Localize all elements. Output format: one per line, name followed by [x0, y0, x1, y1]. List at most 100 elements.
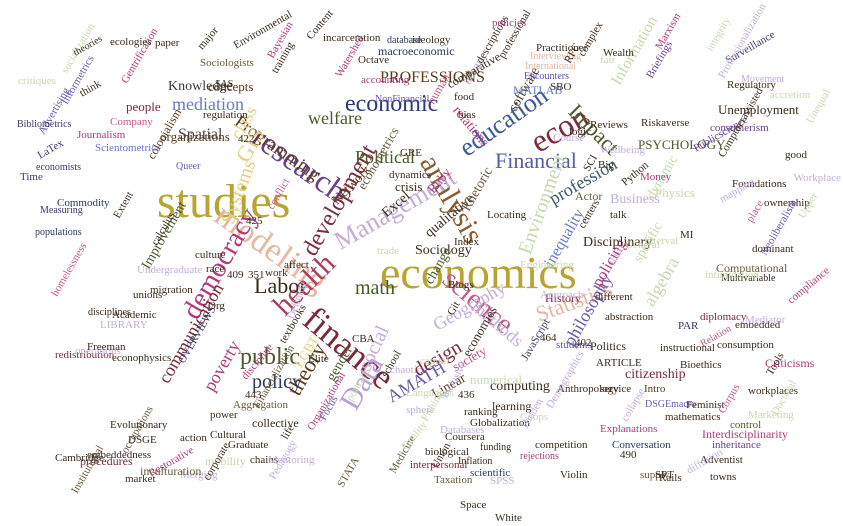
word-117: Intro: [644, 383, 666, 395]
word-134: supply: [640, 469, 670, 481]
word-302: 490: [620, 449, 637, 461]
word-217: Briefings: [644, 39, 676, 81]
word-95: good: [785, 149, 807, 161]
word-299: 422: [238, 133, 255, 145]
word-286: different: [595, 291, 633, 303]
word-120: Coursera: [445, 431, 485, 443]
word-174: Freeman: [87, 341, 126, 353]
word-113: Criticisms: [765, 356, 815, 370]
word-256: ranking: [464, 406, 498, 418]
word-189: Scientometrics: [95, 142, 161, 154]
word-179: unions: [133, 289, 163, 301]
word-247: Locating: [487, 209, 527, 221]
word-283: integrity: [704, 15, 734, 54]
word-144: interpersonal: [410, 459, 468, 471]
word-57: Business: [610, 192, 660, 207]
word-132: Rails: [659, 472, 682, 484]
word-209: ideology: [412, 34, 451, 46]
word-208: incarceration: [323, 32, 381, 44]
word-87: PSYCHOLOGY: [638, 137, 726, 152]
word-14: economic: [345, 91, 439, 117]
word-212: policies: [492, 17, 527, 29]
word-68: crisis: [395, 179, 423, 194]
word-205: accounting: [361, 74, 410, 86]
word-285: intimidation: [705, 269, 759, 281]
word-91: Movement: [741, 74, 785, 85]
word-115: PAR: [678, 320, 699, 332]
word-282: Upper: [796, 190, 821, 221]
word-17: public: [240, 344, 300, 370]
word-147: biological: [425, 446, 469, 458]
word-184: populations: [35, 227, 82, 238]
word-119: Anthropology: [557, 383, 619, 395]
word-116: service: [600, 383, 632, 395]
word-137: scientific: [470, 467, 511, 479]
word-73: database: [387, 35, 422, 46]
word-76: people: [126, 99, 161, 114]
word-180: migration: [150, 284, 193, 296]
word-233: affect: [284, 259, 309, 271]
word-13: Financial: [495, 148, 577, 173]
word-128: mathematics: [665, 411, 721, 423]
word-82: Practitioner: [536, 42, 588, 54]
word-249: Approach: [540, 289, 584, 301]
word-121: Globalization: [470, 417, 530, 429]
word-270: Adventist: [700, 454, 743, 466]
word-290: Wellbeing: [600, 144, 645, 156]
word-236: Org: [208, 300, 225, 312]
word-301: 464: [540, 332, 557, 344]
word-16: math: [355, 277, 395, 299]
word-264: chaotic: [390, 364, 422, 376]
word-92: consumerism: [710, 122, 769, 134]
word-101: Actor: [575, 189, 603, 203]
word-250: GRE: [400, 147, 422, 159]
word-196: critiques: [18, 75, 56, 87]
word-188: economists: [36, 162, 81, 173]
word-60: History: [545, 291, 581, 305]
word-269: Violin: [560, 469, 588, 481]
word-309: fair: [600, 54, 616, 66]
word-55: computing: [490, 379, 550, 394]
word-280: abstraction: [605, 311, 654, 323]
word-136: funding: [480, 442, 512, 453]
word-165: procedures: [80, 454, 133, 468]
word-129: Interdisciplinarity: [702, 427, 788, 441]
word-169: power: [210, 409, 238, 421]
word-176: LIBRARY: [100, 319, 148, 331]
word-200: major: [195, 24, 221, 53]
word-268: competition: [535, 439, 588, 451]
word-167: Evolutionary: [110, 419, 168, 431]
word-310: accretion: [770, 89, 811, 101]
word-281: Workplace: [793, 172, 841, 184]
word-97: Physics: [655, 185, 695, 200]
word-170: Aggregation: [233, 399, 288, 411]
word-135: rejections: [520, 451, 559, 462]
word-186: Time: [20, 171, 43, 183]
word-89: Regulatory: [727, 79, 776, 91]
word-42: algebra: [639, 253, 683, 310]
word-131: control: [730, 419, 762, 431]
word-123: Demographics: [544, 348, 587, 411]
word-34: poverty: [199, 336, 244, 395]
word-138: Inflation: [458, 456, 493, 467]
word-198: ecologies: [110, 36, 152, 48]
word-251: dynamics: [389, 169, 432, 181]
word-185: Measuring: [40, 205, 83, 216]
word-23: mediation: [172, 94, 244, 114]
word-201: Sociologists: [200, 57, 254, 69]
word-109: compliance: [785, 264, 832, 307]
word-305: MI: [680, 229, 694, 241]
word-112: consumption: [717, 339, 774, 351]
word-98: Money: [640, 171, 672, 183]
word-254: food: [454, 91, 475, 103]
word-253: bias: [458, 109, 476, 121]
word-303: 351: [248, 269, 265, 281]
word-271: workplaces: [748, 385, 799, 397]
word-28: policy: [252, 371, 302, 393]
word-295: 402: [575, 337, 592, 349]
word-142: Space: [460, 499, 487, 511]
word-293: Big: [598, 159, 614, 171]
word-105: dominant: [752, 243, 794, 255]
word-227: SAS: [215, 79, 234, 90]
